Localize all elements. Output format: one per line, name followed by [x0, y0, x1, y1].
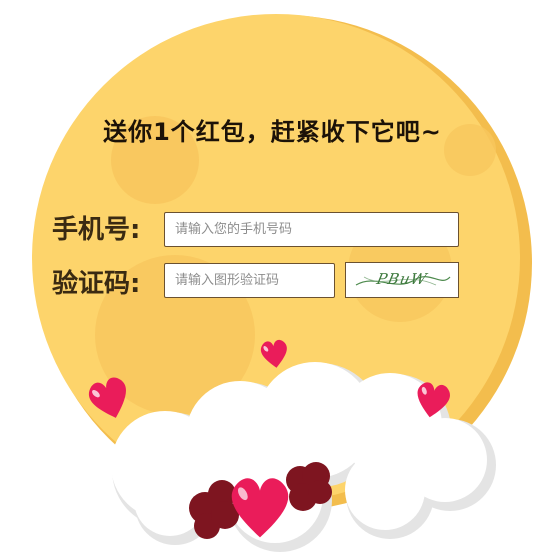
dark-flower-right [286, 462, 332, 511]
phone-label: 手机号: [52, 215, 141, 245]
captcha-noise [355, 276, 451, 286]
headline: 送你1个红包，赶紧收下它吧~ [103, 118, 442, 146]
captcha-image[interactable]: PBuW [345, 262, 459, 298]
moon-crater [444, 124, 496, 176]
heart-icon [260, 339, 287, 368]
heart-icon [417, 382, 450, 418]
captcha-input[interactable] [164, 263, 335, 298]
cloud [111, 362, 496, 552]
dark-flower-left [189, 480, 239, 539]
captcha-text: PBuW [374, 270, 430, 288]
heart-icon [231, 478, 289, 538]
moon-crater [111, 116, 199, 204]
phone-input[interactable] [164, 212, 459, 247]
heart-icon [89, 377, 126, 418]
captcha-label: 验证码: [52, 269, 141, 299]
